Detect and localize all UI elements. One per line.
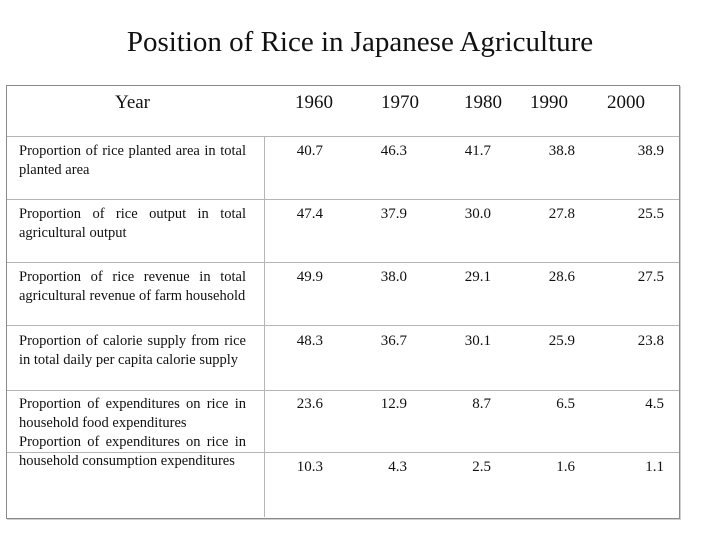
cell-value: 4.3 — [388, 459, 407, 475]
cell-value: 6.5 — [556, 396, 575, 412]
year-1980-header: 1980 — [464, 92, 502, 113]
page-title: Position of Rice in Japanese Agriculture — [126, 26, 594, 58]
cell-value: 40.7 — [296, 143, 323, 159]
cell-value: 27.5 — [637, 269, 664, 285]
row-divider — [7, 262, 679, 263]
cell-value: 38.8 — [548, 143, 575, 159]
cell-value: 29.1 — [464, 269, 491, 285]
cell-value: 37.9 — [380, 206, 407, 222]
year-1970-header: 1970 — [381, 92, 419, 113]
year-1960-header: 1960 — [295, 92, 333, 113]
cell-value: 12.9 — [380, 396, 407, 412]
cell-value: 38.9 — [637, 143, 664, 159]
row-label: Proportion of rice output in total agric… — [19, 206, 246, 241]
year-1990-header: 1990 — [530, 92, 568, 113]
cell-value: 8.7 — [472, 396, 491, 412]
cell-value: 41.7 — [464, 143, 491, 159]
year-2000-header: 2000 — [607, 92, 645, 113]
cell-value: 36.7 — [380, 333, 407, 349]
cell-value: 23.8 — [637, 333, 664, 349]
data-table: Year 1960 1970 1980 1990 2000 Proportion… — [6, 85, 680, 519]
row-label: Proportion of expenditures on rice in ho… — [19, 396, 246, 431]
cell-value: 38.0 — [380, 269, 407, 285]
row-divider — [7, 199, 679, 200]
row-divider — [7, 452, 679, 453]
row-label: Proportion of rice planted area in total… — [19, 143, 246, 178]
row-label: Proportion of calorie supply from rice i… — [19, 333, 246, 368]
cell-value: 27.8 — [548, 206, 575, 222]
cell-value: 4.5 — [645, 396, 664, 412]
row-label: Proportion of rice revenue in total agri… — [19, 269, 246, 304]
year-header: Year — [115, 92, 151, 113]
cell-value: 2.5 — [472, 459, 491, 475]
cell-value: 49.9 — [296, 269, 323, 285]
label-column-divider — [264, 136, 265, 517]
cell-value: 10.3 — [296, 459, 323, 475]
cell-value: 28.6 — [548, 269, 575, 285]
cell-value: 23.6 — [296, 396, 323, 412]
cell-value: 25.9 — [548, 333, 575, 349]
cell-value: 1.1 — [645, 459, 664, 475]
header-divider — [7, 136, 679, 137]
cell-value: 47.4 — [296, 206, 323, 222]
row-divider — [7, 390, 679, 391]
cell-value: 46.3 — [380, 143, 407, 159]
cell-value: 30.1 — [464, 333, 491, 349]
cell-value: 25.5 — [637, 206, 664, 222]
cell-value: 1.6 — [556, 459, 575, 475]
row-label: Proportion of expenditures on rice in ho… — [19, 434, 246, 469]
cell-value: 48.3 — [296, 333, 323, 349]
row-divider — [7, 325, 679, 326]
cell-value: 30.0 — [464, 206, 491, 222]
